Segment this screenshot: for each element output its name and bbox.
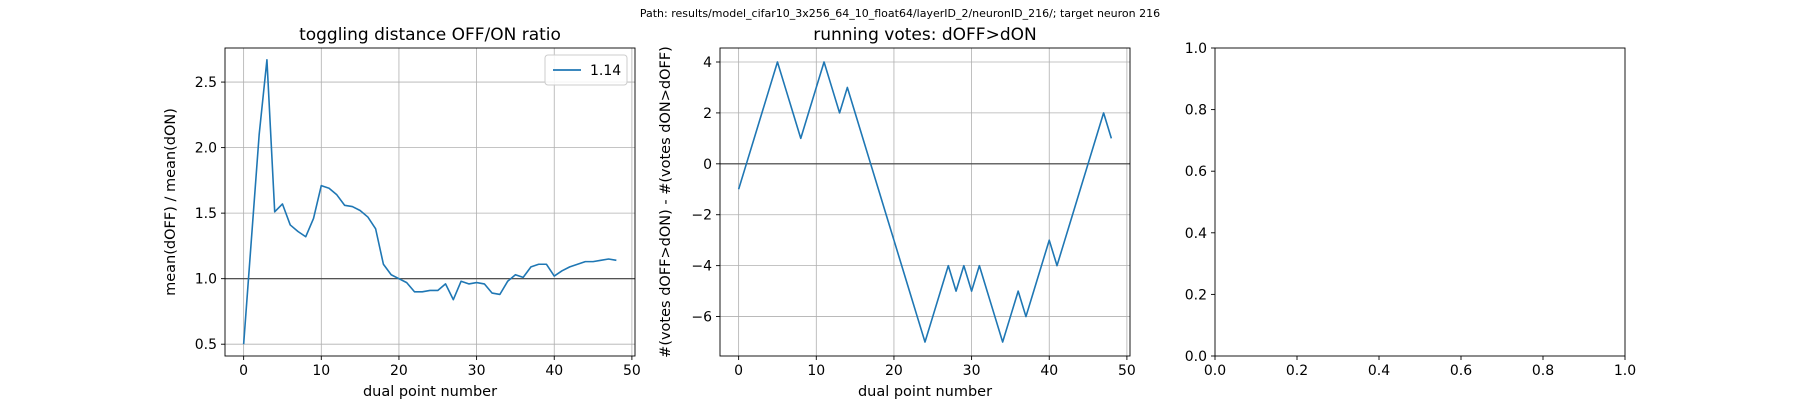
y-tick-label: 0.5 [195, 337, 217, 353]
chart-panel-1: 0 10 20 30 40 50 0.5 1.0 1.5 2.0 2.5 toggling dista… [163, 25, 641, 400]
y-tick-label: 1.0 [195, 272, 217, 288]
chart-title: running votes: dOFF>dON [813, 25, 1036, 45]
y-axis-label: #(votes dOFF>dON) - #(votes dON>dOFF) [658, 46, 674, 358]
x-tick-label: 10 [312, 363, 330, 379]
x-tick-label: 20 [390, 363, 408, 379]
plot-frame [1214, 47, 1626, 357]
x-axis-label: dual point number [858, 384, 992, 400]
x-tick-label: 30 [468, 363, 486, 379]
chart-title: toggling distance OFF/ON ratio [299, 25, 561, 45]
x-tick-label: 30 [963, 363, 981, 379]
y-tick-label: −2 [691, 208, 712, 224]
y-tick-label: 2 [703, 106, 712, 122]
x-tick-label: 0.6 [1450, 363, 1472, 379]
y-tick-label: 2.0 [195, 141, 217, 157]
x-tick-label: 10 [807, 363, 825, 379]
y-axis-label: mean(dOFF) / mean(dON) [163, 108, 179, 296]
plot-frame [224, 47, 636, 357]
y-tick-label: 1.5 [195, 206, 217, 222]
x-tick-label: 50 [1118, 363, 1136, 379]
x-axis-label: dual point number [363, 384, 497, 400]
x-tick-label: 0.4 [1368, 363, 1390, 379]
y-tick-label: −6 [691, 310, 712, 326]
y-tick-label: 0.2 [1185, 287, 1207, 303]
x-tick-label: 40 [545, 363, 563, 379]
x-tick-label: 50 [623, 363, 641, 379]
chart-panel-3: 0.0 0.2 0.4 0.6 0.8 1.0 0.0 0.2 0.4 0.6 0.8 1.0 [1185, 41, 1636, 379]
x-tick-label: 40 [1040, 363, 1058, 379]
x-tick-label: 20 [885, 363, 903, 379]
series-line-1 [242, 58, 617, 345]
legend-frame [544, 54, 628, 86]
y-tick-label: 0 [703, 157, 712, 173]
legend-entry: 1.14 [590, 63, 621, 79]
y-tick-label: 0.0 [1185, 349, 1207, 365]
suptitle: Path: results/model_cifar10_3x256_64_10_… [640, 7, 1160, 20]
chart-panel-2: 0 10 20 30 40 50 −6 −4 −2 0 2 4 running votes: dOFF>… [658, 25, 1136, 400]
y-tick-label: 1.0 [1185, 41, 1207, 57]
series-line-1 [737, 61, 1113, 343]
y-tick-label: 4 [703, 55, 712, 71]
y-tick-label: 2.5 [195, 75, 217, 91]
x-tick-label: 0.0 [1204, 363, 1226, 379]
x-tick-label: 0.2 [1286, 363, 1308, 379]
y-tick-label: 0.6 [1185, 164, 1207, 180]
y-tick-label: −4 [691, 259, 712, 275]
x-tick-label: 0 [734, 363, 743, 379]
x-tick-label: 1.0 [1614, 363, 1636, 379]
y-tick-label: 0.4 [1185, 226, 1207, 242]
y-tick-label: 0.8 [1185, 103, 1207, 119]
x-tick-label: 0.8 [1532, 363, 1554, 379]
x-tick-label: 0 [239, 363, 248, 379]
plot-frame [719, 47, 1131, 357]
legend: 1.14 [544, 54, 628, 86]
